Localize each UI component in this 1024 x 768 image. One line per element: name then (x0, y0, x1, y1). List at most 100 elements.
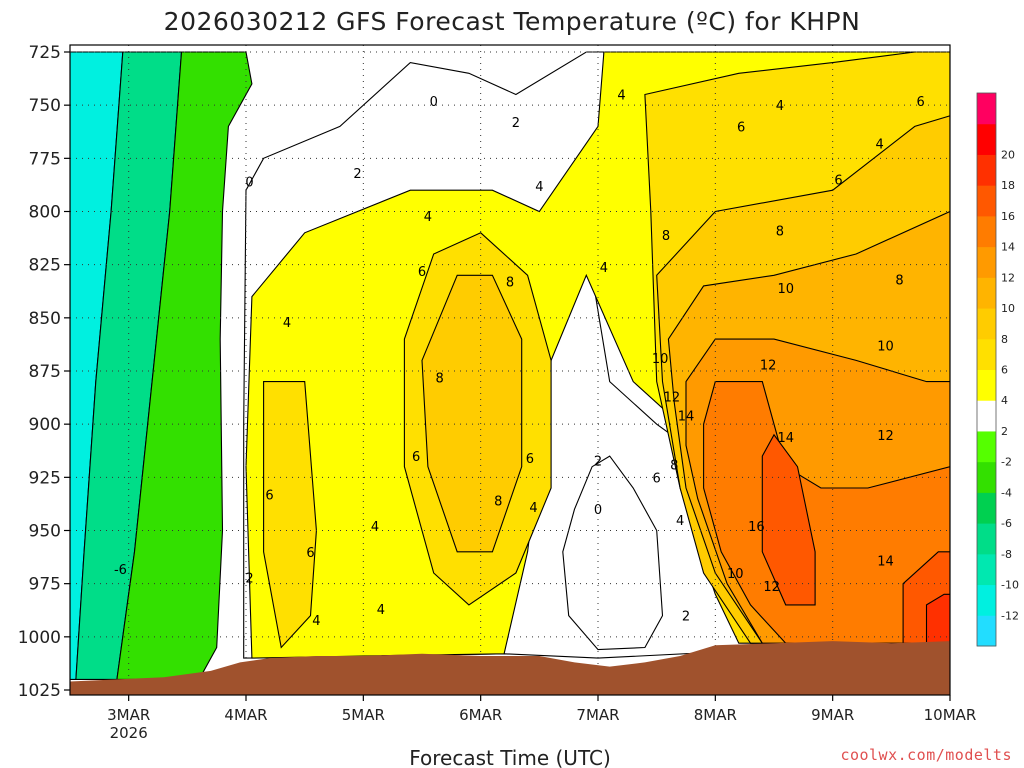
contour-label: 4 (600, 261, 608, 276)
contour-label: 6 (418, 265, 426, 280)
credit-link[interactable]: coolwx.com/modelts (840, 746, 1012, 764)
y-tick-label: 1025 (18, 681, 61, 701)
region-warm-6-west (263, 381, 317, 649)
colorbar-label: -2 (1001, 456, 1012, 469)
x-tick-label: 7MAR (576, 706, 619, 724)
colorbar-swatch (977, 523, 996, 555)
contour-label: 4 (312, 614, 320, 629)
contour-label: 12 (763, 580, 780, 595)
contour-label: 12 (877, 429, 894, 444)
colorbar-label: 6 (1001, 364, 1008, 377)
colorbar-swatch (977, 461, 996, 493)
colorbar-swatch (977, 615, 996, 647)
chart-title: 2026030212 GFS Forecast Temperature (ºC)… (164, 7, 861, 36)
colorbar-swatch (977, 123, 996, 155)
colorbar-label: -10 (1001, 579, 1019, 592)
contour-label: 10 (877, 339, 894, 354)
contour-label: 8 (494, 495, 502, 510)
contour-label: 2 (353, 167, 361, 182)
contour-label: 10 (727, 567, 744, 582)
y-tick-label: 900 (29, 415, 61, 435)
x-tick-sublabel: 2026 (110, 724, 148, 742)
colorbar-swatch (977, 246, 996, 278)
contour-label: 8 (895, 274, 903, 289)
y-tick-label: 725 (29, 43, 61, 63)
contour-label: 4 (676, 514, 684, 529)
region-cool (116, 51, 253, 680)
y-tick-label: 925 (29, 468, 61, 488)
contour-label: 6 (306, 546, 314, 561)
contour-label: 6 (653, 471, 661, 486)
region-warm-18-se (925, 593, 950, 644)
contour-label: 12 (664, 391, 681, 406)
colorbar-swatch (977, 553, 996, 586)
terrain-surface (70, 641, 950, 695)
y-axis: 725 750 775 800 825 850 875 900 925 950 975 1000 102… (18, 43, 70, 701)
contour-label: 4 (283, 316, 291, 331)
contour-label: 12 (760, 359, 777, 374)
colorbar-swatch (977, 154, 996, 186)
colorbar-label: -8 (1001, 548, 1012, 561)
colorbar-swatch (977, 584, 996, 616)
colorbar-swatch (977, 185, 996, 217)
contour-label: 8 (670, 459, 678, 474)
contour-label: 4 (617, 89, 625, 104)
contour-label: 4 (529, 501, 537, 516)
contour-label: 6 (834, 174, 842, 189)
contour-label: 10 (652, 352, 669, 367)
colorbar-label: 8 (1001, 333, 1008, 346)
colorbar-label: -12 (1001, 609, 1019, 622)
contour-label: 8 (662, 229, 670, 244)
colorbar-label: 4 (1001, 394, 1008, 407)
x-tick-label: 6MAR (459, 706, 502, 724)
contour-label: 2 (594, 454, 602, 469)
colorbar-frame (976, 92, 997, 647)
colorbar-swatch (977, 215, 996, 248)
colorbar-label: 12 (1001, 271, 1015, 284)
contour-label: 4 (424, 210, 432, 225)
region-warm-8-center (421, 274, 523, 553)
colorbar-label: 16 (1001, 210, 1015, 223)
colorbar-label: -6 (1001, 517, 1012, 530)
contour-label: 14 (777, 431, 794, 446)
contour-label: 6 (412, 450, 420, 465)
contour-label: 16 (748, 520, 765, 535)
contour-label: 14 (877, 554, 894, 569)
temperature-regions (70, 51, 950, 680)
y-tick-label: 975 (29, 575, 61, 595)
contour-label: 0 (245, 176, 253, 191)
contour-label: 4 (371, 520, 379, 535)
colorbar-swatch (977, 338, 996, 370)
contour-label: 4 (875, 137, 883, 152)
gridlines (70, 45, 950, 695)
contour-label: 8 (506, 276, 514, 291)
contour-label: 4 (535, 180, 543, 195)
contour-label: 10 (777, 282, 794, 297)
y-tick-label: 775 (29, 149, 61, 169)
x-tick-label: 10MAR (924, 706, 977, 724)
y-tick-label: 750 (29, 96, 61, 116)
contour-label: 6 (265, 488, 273, 503)
colorbar-label: 20 (1001, 148, 1015, 161)
contour-label: -6 (114, 563, 127, 578)
x-tick-label: 8MAR (694, 706, 737, 724)
colorbar-swatch (977, 492, 996, 524)
y-tick-label: 875 (29, 362, 61, 382)
colorbar-swatch (977, 93, 996, 125)
colorbar-swatch (977, 430, 996, 463)
x-tick-label: 9MAR (811, 706, 854, 724)
y-tick-label: 850 (29, 309, 61, 329)
region-freezing-pocket (562, 455, 664, 651)
contour-label: 4 (776, 99, 784, 114)
region-warm-14 (703, 381, 950, 644)
colorbar-swatch (977, 277, 996, 309)
contour-label: 0 (430, 95, 438, 110)
x-axis-label: Forecast Time (UTC) (409, 746, 611, 768)
x-tick-label: 3MAR (107, 706, 150, 724)
contour-label: 8 (435, 371, 443, 386)
contour-label: 2 (682, 610, 690, 625)
contour-label: 0 (594, 503, 602, 518)
